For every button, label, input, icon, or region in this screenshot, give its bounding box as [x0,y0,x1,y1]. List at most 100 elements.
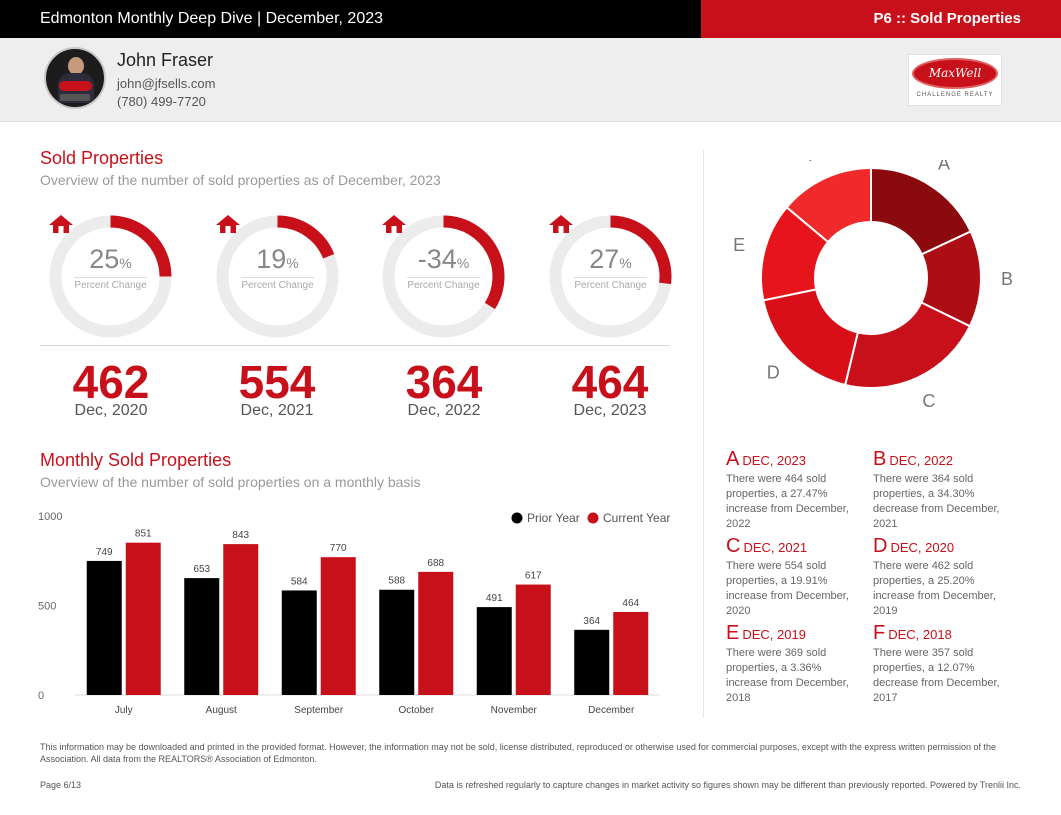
agent-phone[interactable]: (780) 499-7720 [117,94,206,109]
x-tick-label: October [398,705,434,716]
legend-marker [511,512,523,524]
gauge-percent-value: 25 [89,244,120,274]
donut-slice-label: B [1001,269,1013,289]
note-letter: F [873,622,886,644]
donut-slice-c [843,301,972,389]
note-c: C DEC, 2021 There were 554 sold propertie… [726,535,866,619]
sold-section-title: Sold Properties [40,148,164,168]
note-header: E DEC, 2019 [726,622,866,645]
gauge-ring [549,215,672,338]
gauge-2020: 25% Percent Change [48,214,173,339]
gauge-2022: -34% Percent Change [381,214,506,339]
note-header: D DEC, 2020 [873,535,1013,558]
donut-slice-label: E [733,235,745,255]
bar-value-label: 464 [622,598,639,609]
note-title: DEC, 2020 [890,540,955,555]
sold-count-2023: 464 [571,356,649,408]
gauge-percent: -34% [381,244,506,275]
bar-value-label: 749 [96,547,113,558]
gauge-label: Percent Change [407,280,480,291]
donut-slice-label: D [767,363,780,383]
bar-value-label: 588 [388,576,405,587]
bar-value-label: 688 [427,558,444,569]
bar-value-label: 491 [486,593,503,604]
bar-value-label: 364 [583,616,600,627]
donut-slice-label: F [808,160,819,165]
column-divider [703,150,704,718]
x-tick-label: September [294,705,344,716]
bar-value-label: 653 [193,564,210,575]
gauge-percent-symbol: % [619,255,632,271]
note-title: DEC, 2022 [889,453,953,468]
bar-value-label: 851 [135,529,152,540]
note-title: DEC, 2021 [743,540,808,555]
sold-section-subtitle: Overview of the number of sold propertie… [40,172,441,188]
note-header: F DEC, 2018 [873,622,1013,645]
house-icon [216,215,240,233]
gauge-percent: 27% [548,244,673,275]
y-tick-label: 1000 [38,511,62,523]
report-title: Edmonton Monthly Deep Dive | December, 2… [40,10,384,27]
note-letter: C [726,535,741,557]
bar-value-label: 617 [525,571,542,582]
note-b: B DEC, 2022 There were 364 sold propertie… [873,448,1013,532]
gauge-label: Percent Change [574,280,647,291]
note-text: There were 462 sold properties, a 25.20%… [873,560,996,617]
sold-count-2022: 364 [405,356,483,408]
bar-prior [184,578,220,695]
note-header: B DEC, 2022 [873,448,1013,471]
bar-prior [476,607,512,695]
monthly-section-title: Monthly Sold Properties [40,450,232,470]
sold-date-2022: Dec, 2022 [407,402,481,419]
legend-label: Current Year [603,511,670,525]
gauge-arc [610,215,672,285]
note-a: A DEC, 2023 There were 464 sold propertie… [726,448,866,532]
note-header: A DEC, 2023 [726,448,866,471]
gauge-percent: 19% [215,244,340,275]
bar-value-label: 584 [291,576,308,587]
agent-name: John Fraser [117,50,214,70]
y-tick-label: 0 [38,690,44,702]
x-tick-label: July [115,705,133,716]
page-number: Page 6/13 [40,780,82,790]
sold-date-2023: Dec, 2023 [573,402,647,419]
note-header: C DEC, 2021 [726,535,866,558]
gauge-divider [241,277,314,278]
note-text: There were 364 sold properties, a 34.30%… [873,473,1000,530]
note-text: There were 554 sold properties, a 19.91%… [726,560,849,617]
legend-label: Prior Year [527,511,580,525]
gauge-divider [574,277,647,278]
gauge-percent-value: 19 [256,244,287,274]
x-tick-label: August [206,705,237,716]
gauge-label: Percent Change [241,280,314,291]
note-letter: A [726,448,740,470]
gauge-2021: 19% Percent Change [215,214,340,339]
legend-marker [587,512,599,524]
gauge-arc [443,215,505,310]
note-letter: D [873,535,888,557]
bar-current [223,544,259,695]
note-f: F DEC, 2018 There were 357 sold propertie… [873,622,1013,706]
gauge-divider [74,277,147,278]
sold-count-2021: 554 [238,356,316,408]
gauge-percent-value: -34 [417,244,457,274]
gauge-arc [110,215,172,277]
agent-bar: John Fraser john@jfsells.com (780) 499-7… [0,38,1061,122]
agent-email[interactable]: john@jfsells.com [117,76,216,91]
gauge-percent-symbol: % [286,255,299,271]
bar-prior [574,629,610,695]
note-title: DEC, 2018 [888,627,952,642]
house-icon [49,215,73,233]
brand-logo: MaxWell CHALLENGE REALTY [908,54,1002,106]
sold-date-2020: Dec, 2020 [74,402,148,419]
gauge-ring [216,215,339,338]
gauge-percent-symbol: % [119,255,132,271]
avatar [44,47,106,109]
gauge-divider [407,277,480,278]
house-icon [382,215,406,233]
avatar-head-shape [68,57,84,75]
bar-value-label: 843 [232,530,249,541]
note-text: There were 369 sold properties, a 3.36% … [726,647,849,704]
section-divider [40,345,670,346]
note-letter: E [726,622,740,644]
